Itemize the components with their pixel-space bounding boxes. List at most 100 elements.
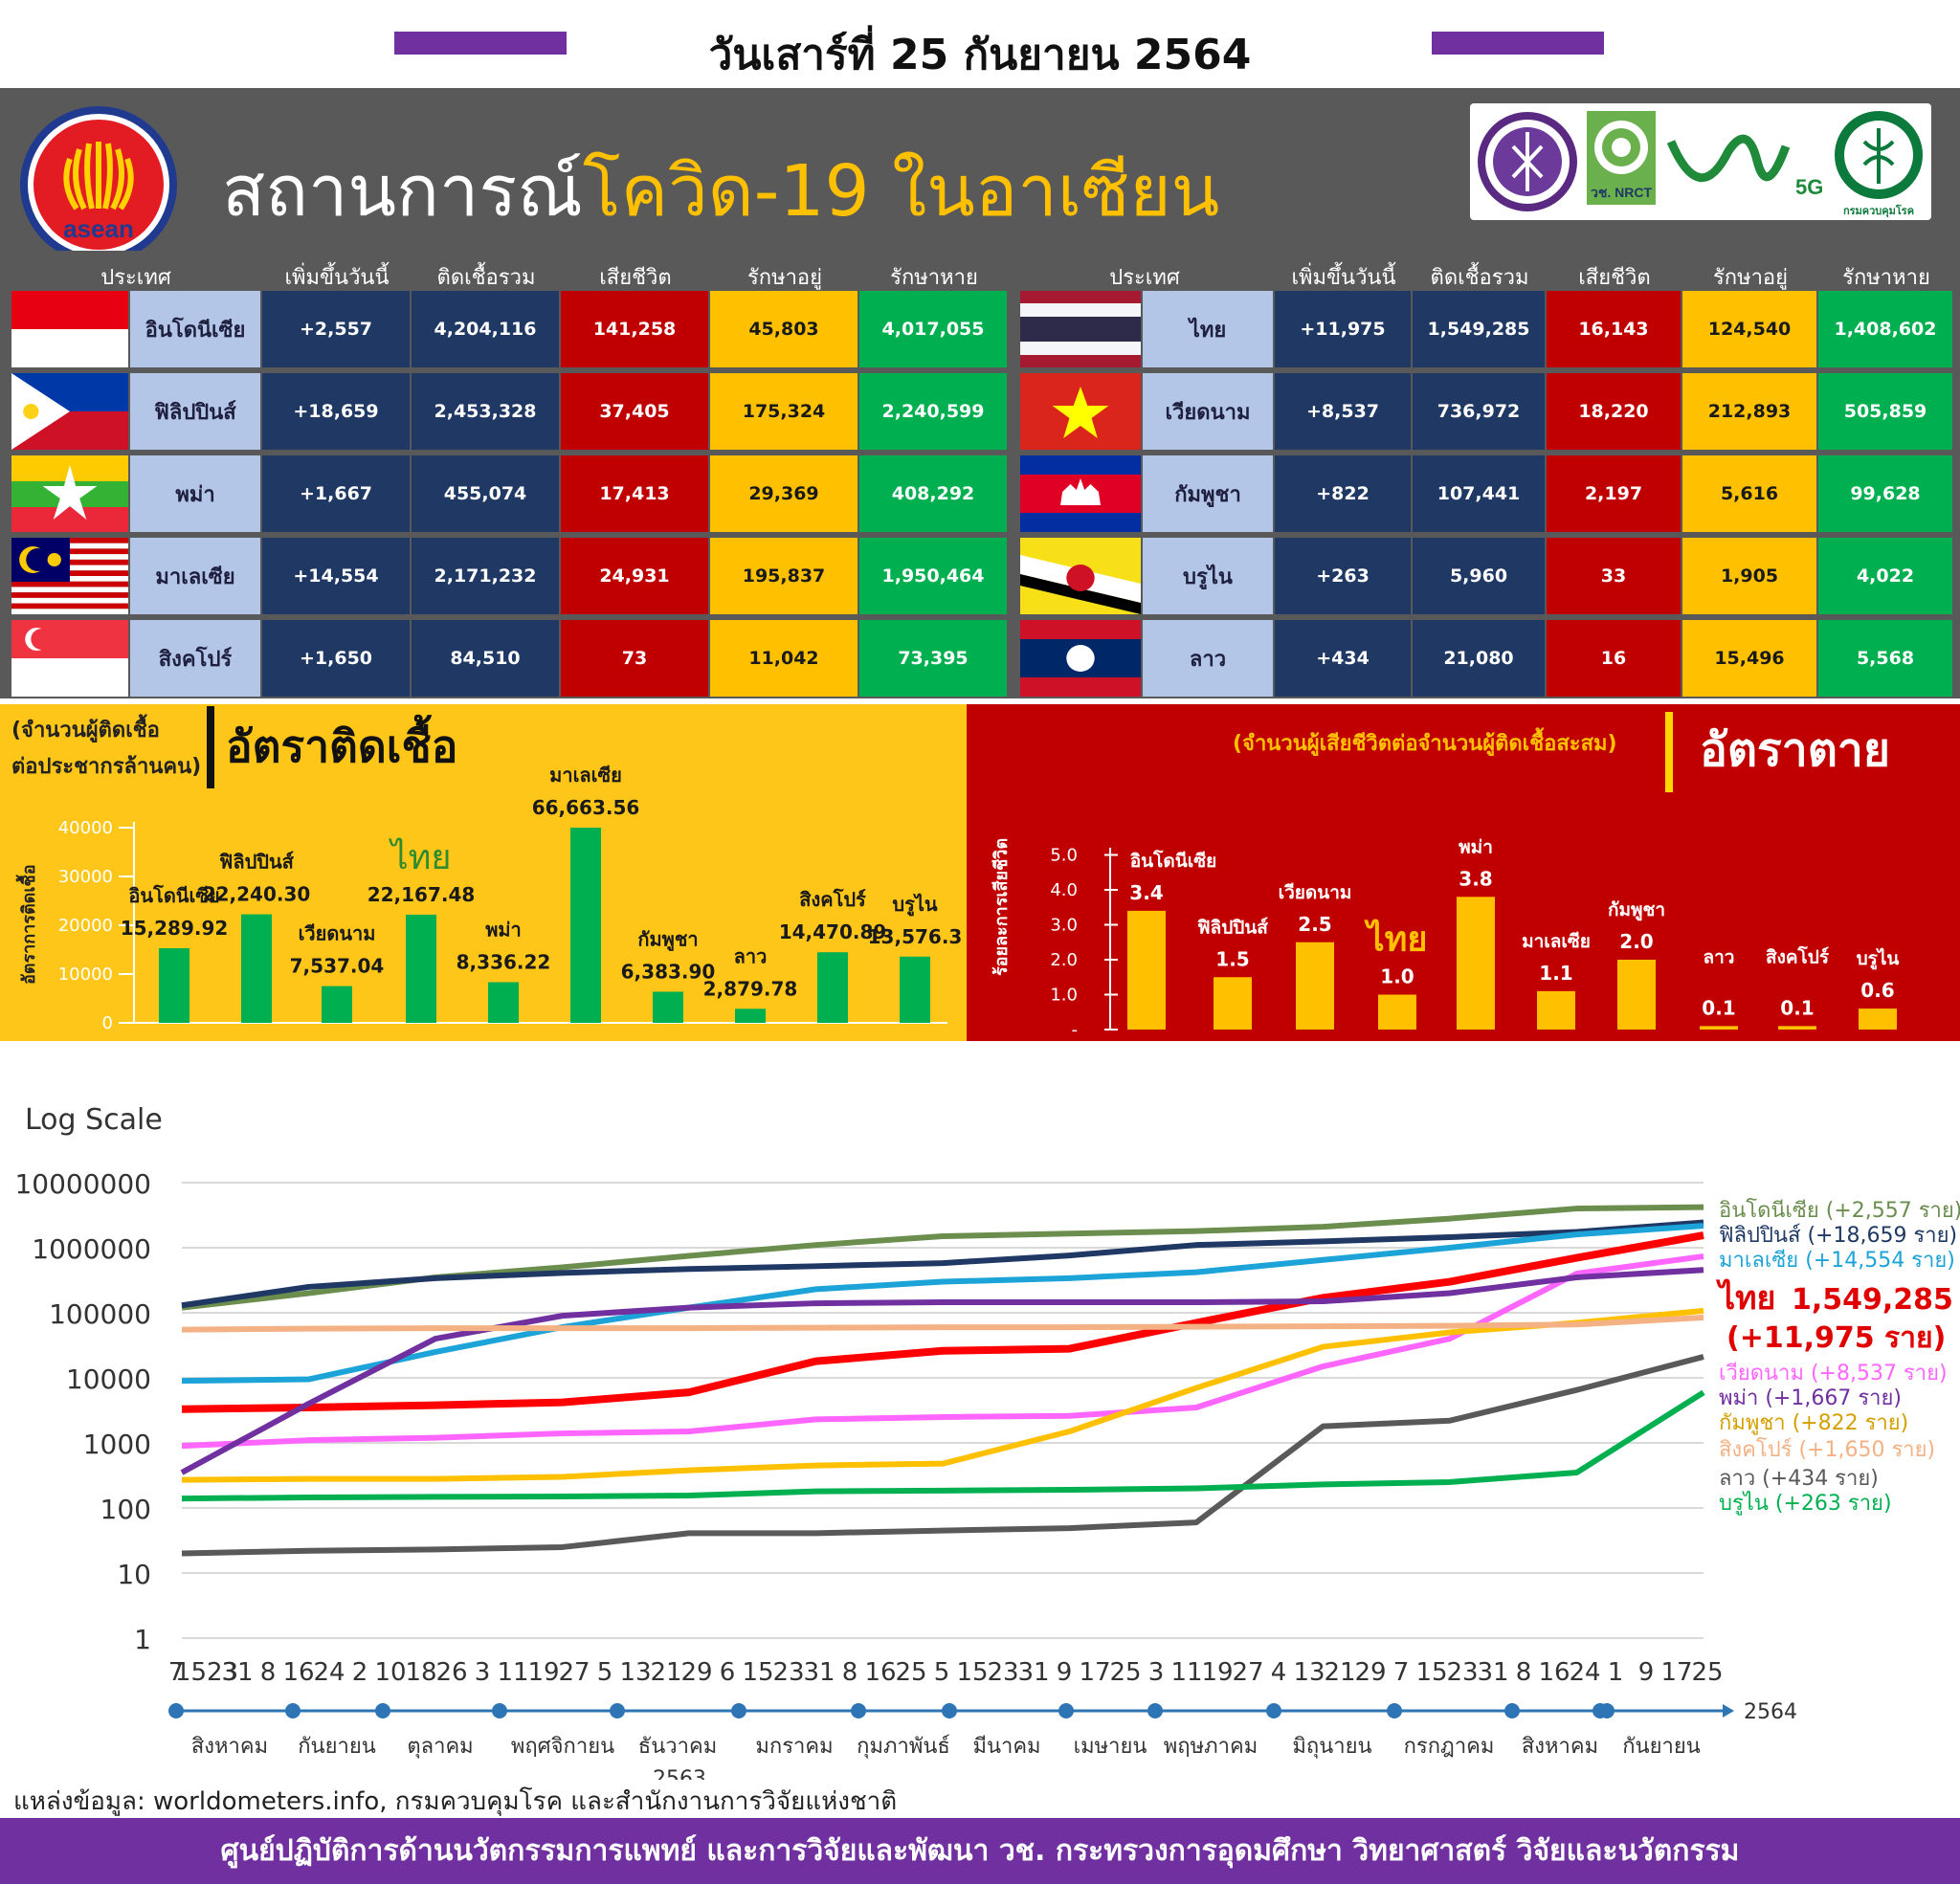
mort-bar xyxy=(1537,990,1575,1030)
series-line xyxy=(180,1267,1704,1475)
infection-rate-chart: (จำนวนผู้ติดเชื้อต่อประชากรล้านคน) อัตราต… xyxy=(11,706,962,1033)
inf-category-label: บรูไน xyxy=(892,893,937,918)
infection-title: อัตราติดเชื้อ xyxy=(226,714,457,772)
svg-text:asean: asean xyxy=(63,214,134,243)
month-marker xyxy=(1266,1703,1281,1718)
series-line xyxy=(181,1231,1704,1413)
legend-label: เวียดนาม (+8,537 ราย) xyxy=(1719,1362,1948,1385)
recovered: 4,017,055 xyxy=(859,291,1007,367)
mort-bar xyxy=(1700,1026,1738,1030)
log-xtick: 24 xyxy=(313,1658,345,1687)
table-row: เวียดนาม +8,537 736,972 18,220 212,893 505,85… xyxy=(0,373,1960,450)
inf-ytick: 10000 xyxy=(58,964,113,985)
infection-rate-panel: (จำนวนผู้ติดเชื้อ ต่อประชากรล้านคน) อัตราต… xyxy=(0,704,967,1041)
inf-bar xyxy=(406,914,436,1023)
inf-value-label: 22,167.48 xyxy=(368,883,476,906)
table-row: บรูไน +263 5,960 33 1,905 4,022 xyxy=(0,538,1960,614)
mort-value-label: 0.1 xyxy=(1780,996,1814,1019)
brunei-flag-icon xyxy=(1020,538,1141,614)
month-label: กุมภาพันธ์ xyxy=(857,1735,950,1759)
total-cases: 21,080 xyxy=(1413,620,1545,697)
table-row: กัมพูชา +822 107,441 2,197 5,616 99,628 xyxy=(0,455,1960,532)
log-ytick: 1000 xyxy=(83,1429,151,1460)
log-xtick: 15 xyxy=(742,1658,773,1687)
new-cases: +14,554 xyxy=(262,538,410,614)
mort-bar xyxy=(1617,960,1656,1030)
month-marker xyxy=(285,1703,301,1718)
new-cases: +263 xyxy=(1275,538,1411,614)
month-marker xyxy=(1147,1703,1163,1718)
month-label: พฤศจิกายน xyxy=(511,1735,614,1759)
recovered: 1,950,464 xyxy=(859,538,1007,614)
country-name: ฟิลิปปินส์ xyxy=(130,373,260,450)
active-cases: 45,803 xyxy=(710,291,858,367)
inf-bar xyxy=(159,948,189,1023)
asean-logo: asean xyxy=(17,103,180,270)
legend-label: สิงคโปร์ (+1,650 ราย) xyxy=(1719,1437,1935,1462)
log-xtick: 18 xyxy=(405,1658,436,1687)
month-marker xyxy=(851,1703,866,1718)
mort-bar xyxy=(1214,977,1252,1030)
country-name: มาเลเซีย xyxy=(130,538,260,614)
active-cases: 175,324 xyxy=(710,373,858,450)
month-marker xyxy=(168,1703,184,1718)
mort-value-label: 2.0 xyxy=(1619,930,1653,953)
month-label: มีนาคม xyxy=(972,1735,1040,1759)
infection-subtitle: (จำนวนผู้ติดเชื้อ xyxy=(11,714,160,743)
log-xtick: 25 xyxy=(895,1658,926,1687)
log-xtick: 3 xyxy=(1148,1658,1165,1687)
mort-bar xyxy=(1378,994,1416,1030)
country-name: กัมพูชา xyxy=(1143,455,1273,532)
series-line xyxy=(181,1223,1704,1385)
country-name: พม่า xyxy=(130,455,260,532)
recovered: 505,859 xyxy=(1818,373,1952,450)
inf-value-label: 2,879.78 xyxy=(703,977,798,1000)
log-xtick: 27 xyxy=(1232,1658,1263,1687)
new-cases: +18,659 xyxy=(262,373,410,450)
inf-value-label: 8,336.22 xyxy=(457,950,551,973)
month-marker xyxy=(1599,1703,1615,1718)
new-cases: +434 xyxy=(1275,620,1411,697)
legend-label: พม่า (+1,667 ราย) xyxy=(1719,1386,1902,1410)
legend-label: มาเลเซีย (+14,554 ราย) xyxy=(1719,1249,1955,1273)
log-xtick: 4 xyxy=(1271,1658,1287,1687)
5g-logo-icon: 5G xyxy=(1666,134,1823,199)
inf-ylabel: อัตราการติดเชื้อ xyxy=(15,864,39,985)
myanmar-flag-icon xyxy=(11,455,128,532)
month-marker xyxy=(375,1703,390,1718)
active-cases: 29,369 xyxy=(710,455,858,532)
nrct-logo-icon: วช. NRCT xyxy=(1587,111,1656,205)
inf-bar xyxy=(488,982,519,1023)
mort-ytick: 2.0 xyxy=(1050,950,1078,970)
total-cases: 736,972 xyxy=(1413,373,1545,450)
mort-value-label: 1.1 xyxy=(1539,962,1572,985)
deaths: 141,258 xyxy=(561,291,708,367)
country-name: อินโดนีเซีย xyxy=(130,291,260,367)
log-xtick: 25 xyxy=(1691,1658,1723,1687)
log-xtick: 29 xyxy=(1354,1658,1386,1687)
recovered: 73,395 xyxy=(859,620,1007,697)
month-label: พฤษภาคม xyxy=(1164,1735,1258,1759)
inf-category-label: อินโดนีเซีย xyxy=(128,884,219,907)
mort-value-label: 1.5 xyxy=(1215,947,1249,970)
log-xtick: 3 xyxy=(475,1658,491,1687)
col-header-right-death: เสียชีวิต xyxy=(1578,266,1651,290)
partner-logos: วช. NRCT 5G กรมควบคุมโรค xyxy=(1470,103,1931,220)
log-xtick: 8 xyxy=(842,1658,858,1687)
ddc-logo-icon: กรมควบคุมโรค xyxy=(1835,111,1923,218)
date-title: วันเสาร์ที่ 25 กันยายน 2564 xyxy=(708,31,1252,79)
log-xtick: 19 xyxy=(527,1658,559,1687)
recovered: 99,628 xyxy=(1818,455,1952,532)
mort-bar xyxy=(1778,1026,1816,1030)
mort-category-label: สิงคโปร์ xyxy=(1766,945,1830,967)
mort-category-label: กัมพูชา xyxy=(1608,899,1665,921)
mort-ylabel: ร้อยละการเสียชีวิต xyxy=(991,838,1012,976)
log-xtick: 27 xyxy=(558,1658,590,1687)
log-xtick: 13 xyxy=(619,1658,651,1687)
legend-label: ฟิลิปปินส์ (+18,659 ราย) xyxy=(1719,1224,1957,1248)
series-line xyxy=(181,1354,1704,1557)
month-marker xyxy=(942,1703,957,1718)
month-marker xyxy=(1504,1703,1520,1718)
log-xtick: 16 xyxy=(864,1658,896,1687)
mort-category-label: บรูไน xyxy=(1857,947,1900,970)
